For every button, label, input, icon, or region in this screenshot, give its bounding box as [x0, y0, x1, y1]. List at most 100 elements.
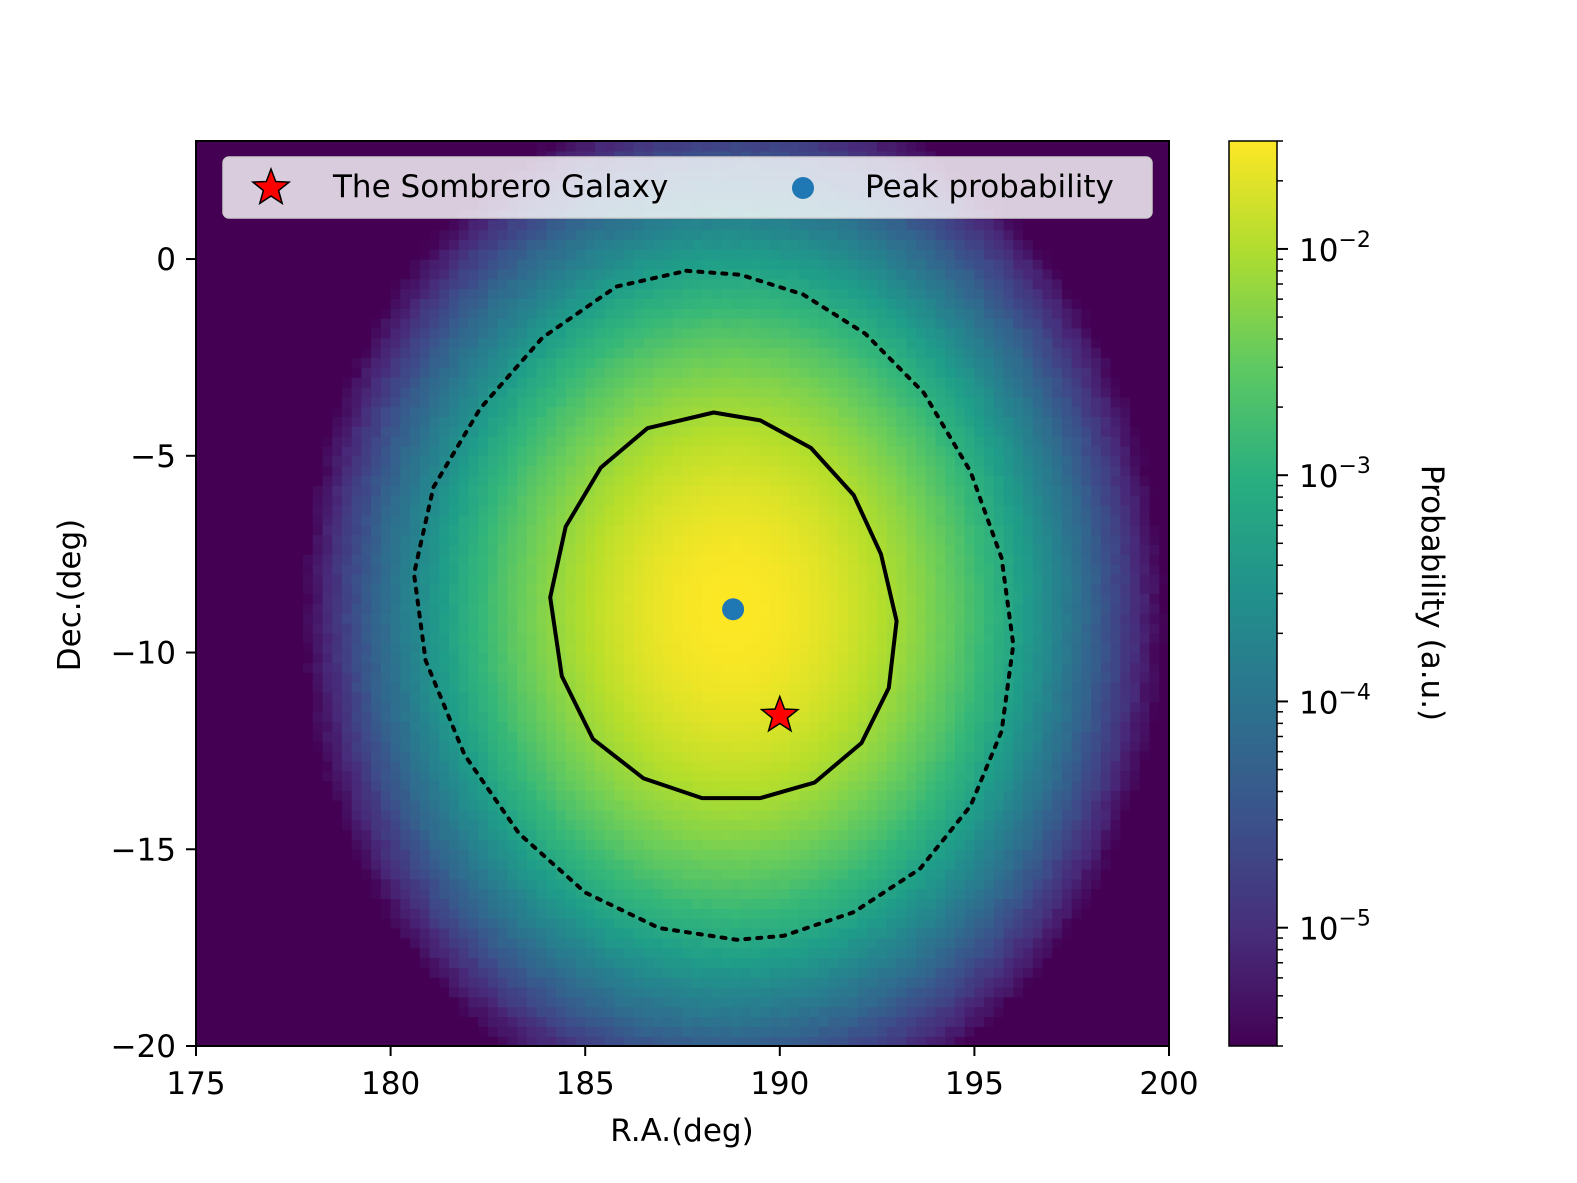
- heatmap-cell: [575, 691, 586, 703]
- heatmap-cell: [507, 682, 518, 693]
- heatmap-cell: [196, 642, 207, 654]
- heatmap-cell: [1061, 839, 1073, 850]
- heatmap-cell: [1159, 750, 1169, 762]
- heatmap-cell: [361, 1036, 372, 1046]
- heatmap-cell: [1149, 986, 1160, 998]
- heatmap-cell: [857, 603, 868, 614]
- heatmap-cell: [974, 918, 985, 929]
- heatmap-cell: [925, 977, 937, 988]
- heatmap-cell: [419, 790, 431, 801]
- heatmap-cell: [770, 613, 781, 624]
- heatmap-cell: [1013, 908, 1024, 919]
- heatmap-cell: [925, 721, 937, 732]
- heatmap-cell: [653, 947, 664, 959]
- heatmap-cell: [750, 750, 761, 762]
- heatmap-cell: [410, 878, 421, 890]
- heatmap-cell: [847, 888, 859, 900]
- heatmap-cell: [1149, 977, 1160, 988]
- heatmap-cell: [448, 603, 460, 614]
- heatmap-cell: [886, 937, 898, 949]
- heatmap-cell: [565, 603, 577, 614]
- heatmap-cell: [682, 691, 693, 703]
- heatmap-cell: [390, 908, 401, 919]
- heatmap-cell: [633, 573, 645, 585]
- heatmap-cell: [740, 632, 752, 644]
- heatmap-cell: [877, 996, 888, 1008]
- heatmap-cell: [575, 1006, 586, 1018]
- heatmap-cell: [273, 809, 285, 821]
- heatmap-cell: [371, 790, 382, 801]
- heatmap-cell: [653, 632, 664, 644]
- heatmap-cell: [244, 888, 255, 900]
- heatmap-cell: [945, 1036, 956, 1046]
- heatmap-cell: [1061, 682, 1073, 693]
- heatmap-cell: [196, 682, 207, 693]
- heatmap-cell: [672, 632, 684, 644]
- heatmap-cell: [984, 800, 995, 811]
- heatmap-cell: [721, 849, 732, 860]
- heatmap-cell: [303, 1006, 314, 1018]
- heatmap-cell: [1042, 780, 1053, 791]
- heatmap-cell: [877, 809, 888, 821]
- heatmap-cell: [1149, 642, 1160, 654]
- heatmap-cell: [935, 977, 946, 988]
- heatmap-cell: [633, 632, 645, 644]
- heatmap-cell: [1139, 623, 1151, 634]
- heatmap-cell: [594, 1026, 606, 1037]
- heatmap-cell: [886, 898, 898, 909]
- heatmap-cell: [1159, 711, 1169, 722]
- heatmap-cell: [556, 652, 567, 663]
- heatmap-cell: [828, 750, 839, 762]
- heatmap-cell: [1100, 623, 1112, 634]
- heatmap-cell: [857, 632, 868, 644]
- heatmap-cell: [1100, 632, 1112, 644]
- heatmap-cell: [575, 603, 586, 614]
- heatmap-cell: [361, 682, 372, 693]
- heatmap-cell: [964, 691, 975, 703]
- heatmap-cell: [964, 878, 975, 890]
- heatmap-cell: [497, 632, 508, 644]
- heatmap-cell: [487, 731, 499, 742]
- heatmap-cell: [906, 1036, 917, 1046]
- heatmap-cell: [984, 554, 995, 565]
- heatmap-cell: [779, 652, 791, 663]
- heatmap-cell: [750, 986, 761, 998]
- heatmap-cell: [886, 839, 898, 850]
- heatmap-cell: [390, 809, 401, 821]
- heatmap-cell: [556, 957, 567, 968]
- heatmap-cell: [273, 878, 285, 890]
- heatmap-cell: [974, 593, 985, 604]
- heatmap-cell: [653, 1036, 664, 1046]
- heatmap-cell: [1061, 878, 1073, 890]
- heatmap-cell: [341, 839, 353, 850]
- heatmap-cell: [935, 809, 946, 821]
- heatmap-cell: [847, 996, 859, 1008]
- heatmap-cell: [672, 652, 684, 663]
- heatmap-cell: [585, 918, 596, 929]
- heatmap-cell: [770, 731, 781, 742]
- heatmap-cell: [1032, 790, 1044, 801]
- heatmap-cell: [604, 859, 615, 870]
- heatmap-cell: [935, 937, 946, 949]
- heatmap-cell: [604, 573, 615, 585]
- heatmap-cell: [643, 868, 654, 880]
- heatmap-cell: [410, 613, 421, 624]
- heatmap-cell: [740, 563, 752, 575]
- heatmap-cell: [478, 563, 489, 575]
- heatmap-cell: [196, 583, 207, 595]
- heatmap-cell: [954, 819, 966, 831]
- heatmap-cell: [750, 1016, 761, 1027]
- heatmap-cell: [643, 672, 654, 683]
- heatmap-cell: [439, 878, 450, 890]
- heatmap-cell: [896, 800, 907, 811]
- heatmap-cell: [400, 927, 411, 939]
- heatmap-cell: [332, 741, 343, 752]
- heatmap-cell: [575, 908, 586, 919]
- heatmap-cell: [312, 849, 324, 860]
- heatmap-cell: [303, 593, 314, 604]
- heatmap-cell: [984, 682, 995, 693]
- heatmap-cell: [322, 947, 333, 959]
- heatmap-cell: [692, 1006, 703, 1018]
- heatmap-cell: [196, 908, 207, 919]
- heatmap-cell: [614, 623, 625, 634]
